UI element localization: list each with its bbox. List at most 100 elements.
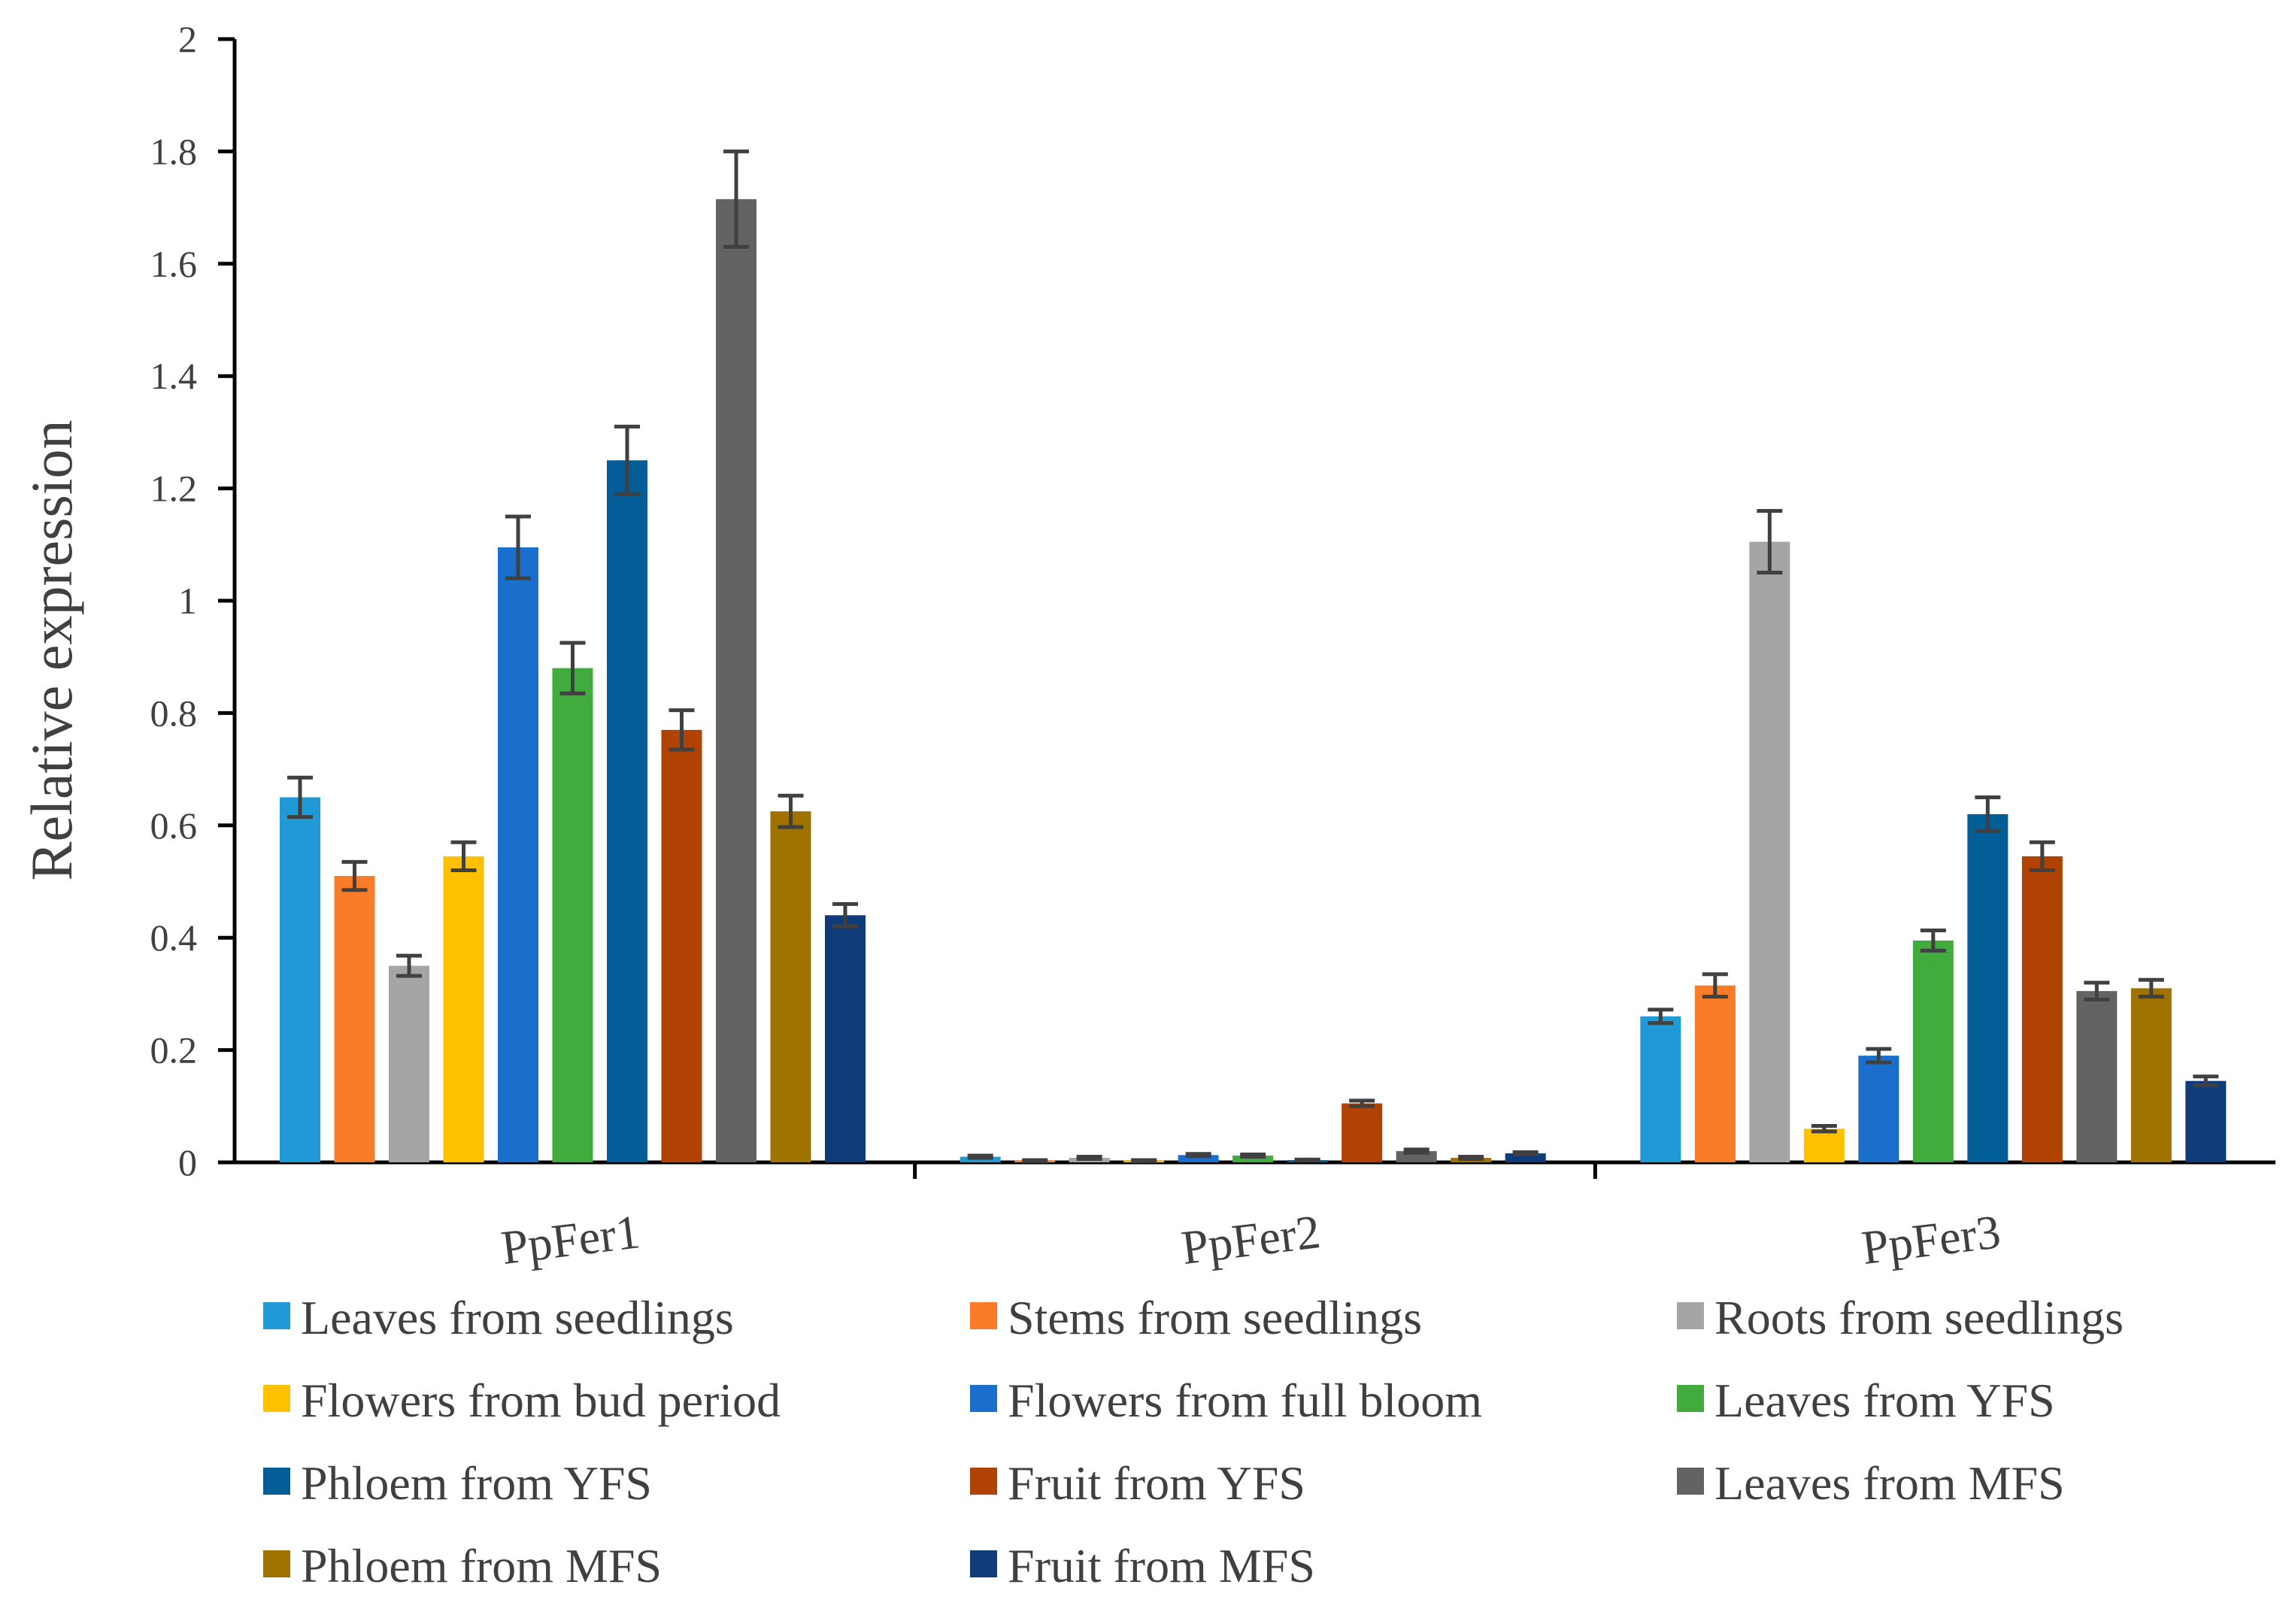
legend-swatch	[263, 1385, 290, 1412]
bar	[2185, 1080, 2227, 1162]
error-bar	[723, 149, 749, 249]
legend-item: Roots from seedlings	[1677, 1291, 2124, 1344]
y-axis-title: Relative expression	[19, 420, 84, 881]
y-tick-label: 1.4	[150, 355, 198, 397]
error-bar	[1458, 1155, 1484, 1162]
legend: Leaves from seedlings Stems from seedling…	[263, 1291, 2124, 1592]
legend-swatch	[263, 1468, 290, 1495]
bar	[607, 460, 647, 1162]
bar	[661, 729, 702, 1162]
error-bar	[1648, 1007, 1674, 1026]
y-tick-label: 1.2	[150, 468, 198, 510]
legend-item: Leaves from YFS	[1677, 1374, 2055, 1427]
error-bar	[1403, 1147, 1429, 1155]
error-bar	[1294, 1157, 1320, 1163]
legend-item: Fruit from MFS	[970, 1539, 1315, 1592]
bar	[1749, 541, 1790, 1162]
legend-label: Roots from seedlings	[1714, 1291, 2124, 1344]
error-bar	[450, 840, 477, 873]
y-tick-label: 1.8	[150, 130, 198, 172]
legend-swatch	[970, 1302, 997, 1329]
legend-item: Leaves from seedlings	[263, 1291, 734, 1344]
error-bar	[1975, 795, 2001, 833]
legend-label: Fruit from YFS	[1008, 1456, 1305, 1510]
y-tick-label: 2	[178, 18, 197, 60]
error-bar	[1240, 1153, 1266, 1159]
legend-label: Stems from seedlings	[1008, 1291, 1422, 1344]
bar	[1912, 940, 1954, 1162]
legend-item: Fruit from YFS	[970, 1456, 1305, 1510]
bars	[280, 198, 2227, 1162]
bar	[2076, 991, 2118, 1162]
bar	[334, 876, 375, 1162]
error-bar	[1757, 508, 1783, 575]
error-bar	[1512, 1150, 1539, 1157]
error-bar	[1131, 1158, 1157, 1164]
bar	[389, 965, 429, 1162]
error-bar	[1349, 1098, 1375, 1108]
bar	[552, 668, 593, 1162]
error-bar	[1702, 972, 1728, 999]
bar	[1232, 1156, 1274, 1162]
legend-item: Flowers from full bloom	[970, 1374, 1482, 1427]
legend-swatch	[970, 1550, 997, 1577]
legend-swatch	[263, 1302, 290, 1329]
legend-label: Fruit from MFS	[1008, 1539, 1315, 1592]
error-bar	[1076, 1155, 1102, 1162]
bar	[1505, 1153, 1546, 1162]
legend-swatch	[1677, 1385, 1704, 1412]
y-tick-label: 0.2	[150, 1029, 198, 1071]
legend-label: Phloem from MFS	[301, 1539, 662, 1592]
error-bar	[287, 775, 313, 820]
legend-swatch	[1677, 1468, 1704, 1495]
legend-item: Stems from seedlings	[970, 1291, 1422, 1344]
error-bar	[2138, 977, 2164, 999]
bar	[498, 547, 538, 1162]
bar	[1858, 1056, 1899, 1162]
axes: 0 0.2 0.4 0.6 0.8 1 1.2 1.4 1.6 1.8 2 Relative expr…	[19, 18, 2275, 1274]
y-tick-label: 0	[178, 1141, 197, 1183]
bar	[2130, 988, 2172, 1162]
error-bar	[2029, 840, 2055, 873]
legend-label: Leaves from MFS	[1714, 1456, 2065, 1510]
bar	[825, 915, 866, 1162]
error-bar	[832, 901, 858, 929]
error-bar	[1866, 1047, 1892, 1065]
legend-item: Flowers from bud period	[263, 1374, 781, 1427]
legend-swatch	[970, 1468, 997, 1495]
legend-swatch	[263, 1550, 290, 1577]
legend-label: Flowers from full bloom	[1008, 1374, 1482, 1427]
legend-label: Phloem from YFS	[301, 1456, 652, 1510]
error-bar	[1022, 1158, 1048, 1164]
error-bar	[778, 793, 804, 829]
bar	[280, 797, 320, 1162]
legend-item: Phloem from YFS	[263, 1456, 652, 1510]
legend-swatch	[1677, 1302, 1704, 1329]
legend-item: Leaves from MFS	[1677, 1456, 2065, 1510]
error-bar	[1811, 1123, 1837, 1134]
error-bar	[1185, 1152, 1211, 1159]
legend-swatch	[970, 1385, 997, 1412]
error-bar	[505, 514, 531, 580]
error-bar	[2193, 1074, 2219, 1088]
error-bar	[1920, 928, 1946, 953]
error-bar	[669, 708, 695, 752]
bar	[1967, 814, 2009, 1162]
bar	[2021, 856, 2063, 1162]
y-tick-label: 1.6	[150, 243, 198, 285]
bar	[1694, 985, 1736, 1162]
legend-item: Phloem from MFS	[263, 1539, 662, 1592]
bar	[1803, 1129, 1845, 1162]
error-bar	[614, 424, 640, 496]
x-category-label: PpFer3	[1859, 1204, 2003, 1274]
bar	[443, 856, 484, 1162]
y-tick-label: 1	[178, 580, 197, 622]
error-bar	[559, 641, 586, 695]
legend-label: Leaves from seedlings	[301, 1291, 734, 1344]
legend-label: Leaves from YFS	[1714, 1374, 2055, 1427]
bar	[716, 198, 756, 1162]
legend-label: Flowers from bud period	[301, 1374, 781, 1427]
bar	[1178, 1155, 1219, 1162]
error-bar	[967, 1153, 993, 1160]
error-bar	[396, 953, 422, 978]
